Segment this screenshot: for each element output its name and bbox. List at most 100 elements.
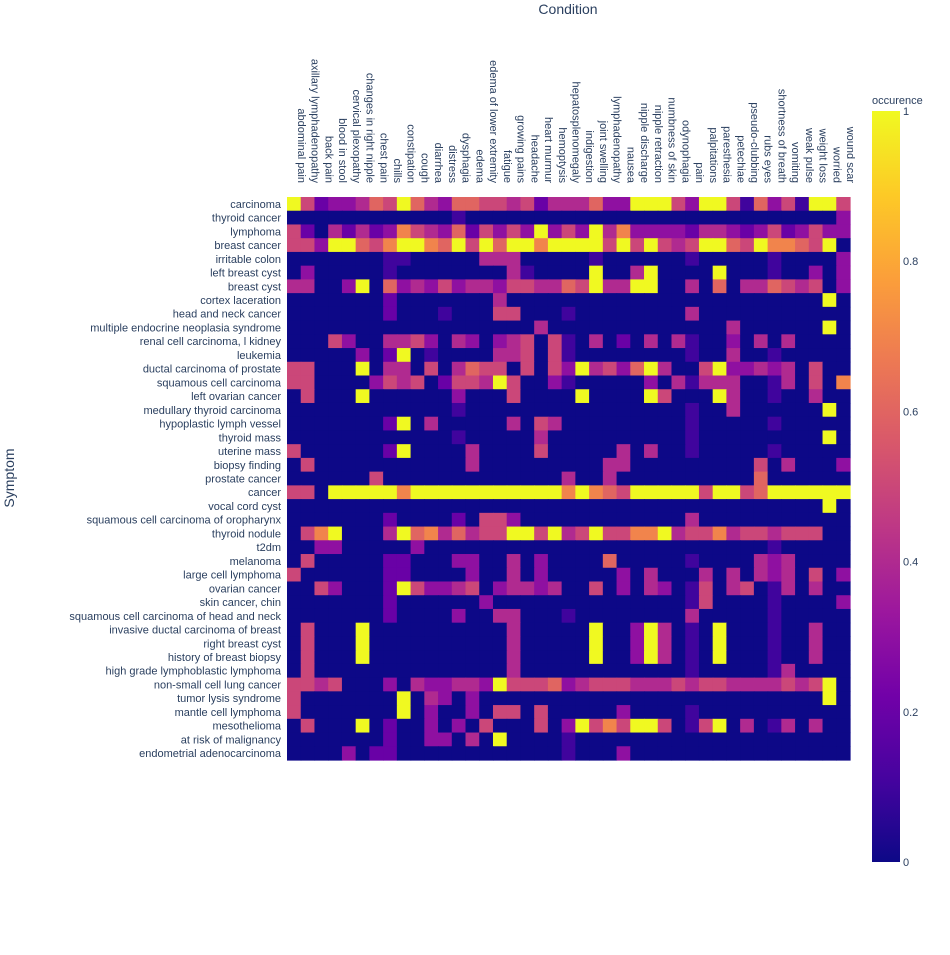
heatmap-cell[interactable]	[341, 746, 357, 761]
heatmap-cell[interactable]	[547, 608, 563, 624]
heatmap-cell[interactable]	[438, 197, 453, 212]
heatmap-cell[interactable]	[712, 540, 728, 555]
heatmap-cell[interactable]	[698, 677, 714, 692]
heatmap-cell[interactable]	[767, 457, 782, 473]
heatmap-cell[interactable]	[547, 361, 563, 377]
heatmap-cell[interactable]	[355, 746, 370, 761]
heatmap-cell[interactable]	[575, 293, 590, 308]
heatmap-cell[interactable]	[836, 279, 851, 294]
heatmap-cell[interactable]	[355, 361, 370, 377]
heatmap-cell[interactable]	[726, 444, 741, 459]
heatmap-cell[interactable]	[300, 608, 316, 624]
heatmap-cell[interactable]	[492, 306, 508, 322]
heatmap-cell[interactable]	[396, 334, 412, 349]
heatmap-cell[interactable]	[465, 732, 480, 747]
heatmap-cell[interactable]	[822, 663, 837, 679]
heatmap-cell[interactable]	[685, 251, 700, 267]
heatmap-cell[interactable]	[492, 197, 508, 212]
heatmap-cell[interactable]	[712, 499, 728, 514]
heatmap-cell[interactable]	[561, 526, 576, 541]
heatmap-cell[interactable]	[712, 705, 728, 720]
heatmap-cell[interactable]	[589, 636, 604, 651]
heatmap-cell[interactable]	[328, 540, 343, 555]
heatmap-cell[interactable]	[740, 306, 755, 322]
heatmap-cell[interactable]	[287, 210, 302, 226]
heatmap-cell[interactable]	[616, 581, 631, 596]
heatmap-cell[interactable]	[506, 430, 522, 445]
heatmap-cell[interactable]	[410, 622, 425, 638]
heatmap-cell[interactable]	[822, 581, 837, 596]
heatmap-cell[interactable]	[479, 402, 494, 418]
heatmap-cell[interactable]	[753, 265, 769, 280]
heatmap-cell[interactable]	[492, 636, 508, 651]
heatmap-cell[interactable]	[492, 251, 508, 267]
heatmap-cell[interactable]	[506, 636, 522, 651]
heatmap-cell[interactable]	[822, 636, 837, 651]
heatmap-cell[interactable]	[602, 718, 618, 734]
heatmap-cell[interactable]	[383, 293, 398, 308]
heatmap-cell[interactable]	[575, 512, 590, 528]
heatmap-cell[interactable]	[492, 526, 508, 541]
heatmap-cell[interactable]	[644, 499, 659, 514]
heatmap-cell[interactable]	[575, 663, 590, 679]
heatmap-cell[interactable]	[369, 485, 384, 500]
heatmap-cell[interactable]	[465, 361, 480, 377]
heatmap-cell[interactable]	[506, 677, 522, 692]
heatmap-cell[interactable]	[396, 224, 412, 239]
heatmap-cell[interactable]	[753, 485, 769, 500]
heatmap-cell[interactable]	[616, 389, 631, 404]
heatmap-cell[interactable]	[685, 320, 700, 335]
heatmap-cell[interactable]	[657, 622, 673, 638]
heatmap-cell[interactable]	[740, 197, 755, 212]
heatmap-cell[interactable]	[657, 485, 673, 500]
heatmap-cell[interactable]	[602, 430, 618, 445]
heatmap-cell[interactable]	[644, 650, 659, 665]
heatmap-cell[interactable]	[836, 334, 851, 349]
heatmap-cell[interactable]	[671, 306, 686, 322]
heatmap-cell[interactable]	[808, 636, 824, 651]
heatmap-cell[interactable]	[287, 197, 302, 212]
heatmap-cell[interactable]	[465, 554, 480, 569]
heatmap-cell[interactable]	[602, 334, 618, 349]
heatmap-cell[interactable]	[644, 677, 659, 692]
heatmap-cell[interactable]	[616, 293, 631, 308]
heatmap-cell[interactable]	[547, 389, 563, 404]
heatmap-cell[interactable]	[355, 526, 370, 541]
heatmap-cell[interactable]	[369, 238, 384, 253]
heatmap-cell[interactable]	[520, 705, 535, 720]
heatmap-cell[interactable]	[396, 251, 412, 267]
heatmap-cell[interactable]	[396, 512, 412, 528]
heatmap-cell[interactable]	[520, 402, 535, 418]
heatmap-cell[interactable]	[822, 334, 837, 349]
heatmap-cell[interactable]	[767, 512, 782, 528]
heatmap-cell[interactable]	[644, 348, 659, 363]
heatmap-cell[interactable]	[561, 622, 576, 638]
heatmap-cell[interactable]	[644, 663, 659, 679]
heatmap-cell[interactable]	[657, 499, 673, 514]
heatmap-cell[interactable]	[534, 361, 549, 377]
heatmap-cell[interactable]	[753, 375, 769, 390]
heatmap-cell[interactable]	[671, 622, 686, 638]
heatmap-cell[interactable]	[712, 251, 728, 267]
heatmap-cell[interactable]	[355, 210, 370, 226]
heatmap-cell[interactable]	[492, 581, 508, 596]
heatmap-cell[interactable]	[589, 210, 604, 226]
heatmap-cell[interactable]	[451, 251, 467, 267]
heatmap-cell[interactable]	[520, 650, 535, 665]
heatmap-cell[interactable]	[492, 348, 508, 363]
heatmap-cell[interactable]	[808, 732, 824, 747]
heatmap-cell[interactable]	[740, 732, 755, 747]
heatmap-cell[interactable]	[451, 348, 467, 363]
heatmap-cell[interactable]	[534, 705, 549, 720]
heatmap-cell[interactable]	[341, 471, 357, 486]
heatmap-cell[interactable]	[465, 705, 480, 720]
heatmap-cell[interactable]	[520, 471, 535, 486]
heatmap-cell[interactable]	[644, 608, 659, 624]
heatmap-cell[interactable]	[300, 430, 316, 445]
heatmap-cell[interactable]	[369, 224, 384, 239]
heatmap-cell[interactable]	[534, 499, 549, 514]
heatmap-cell[interactable]	[396, 677, 412, 692]
heatmap-cell[interactable]	[671, 361, 686, 377]
heatmap-cell[interactable]	[616, 622, 631, 638]
heatmap-cell[interactable]	[561, 197, 576, 212]
